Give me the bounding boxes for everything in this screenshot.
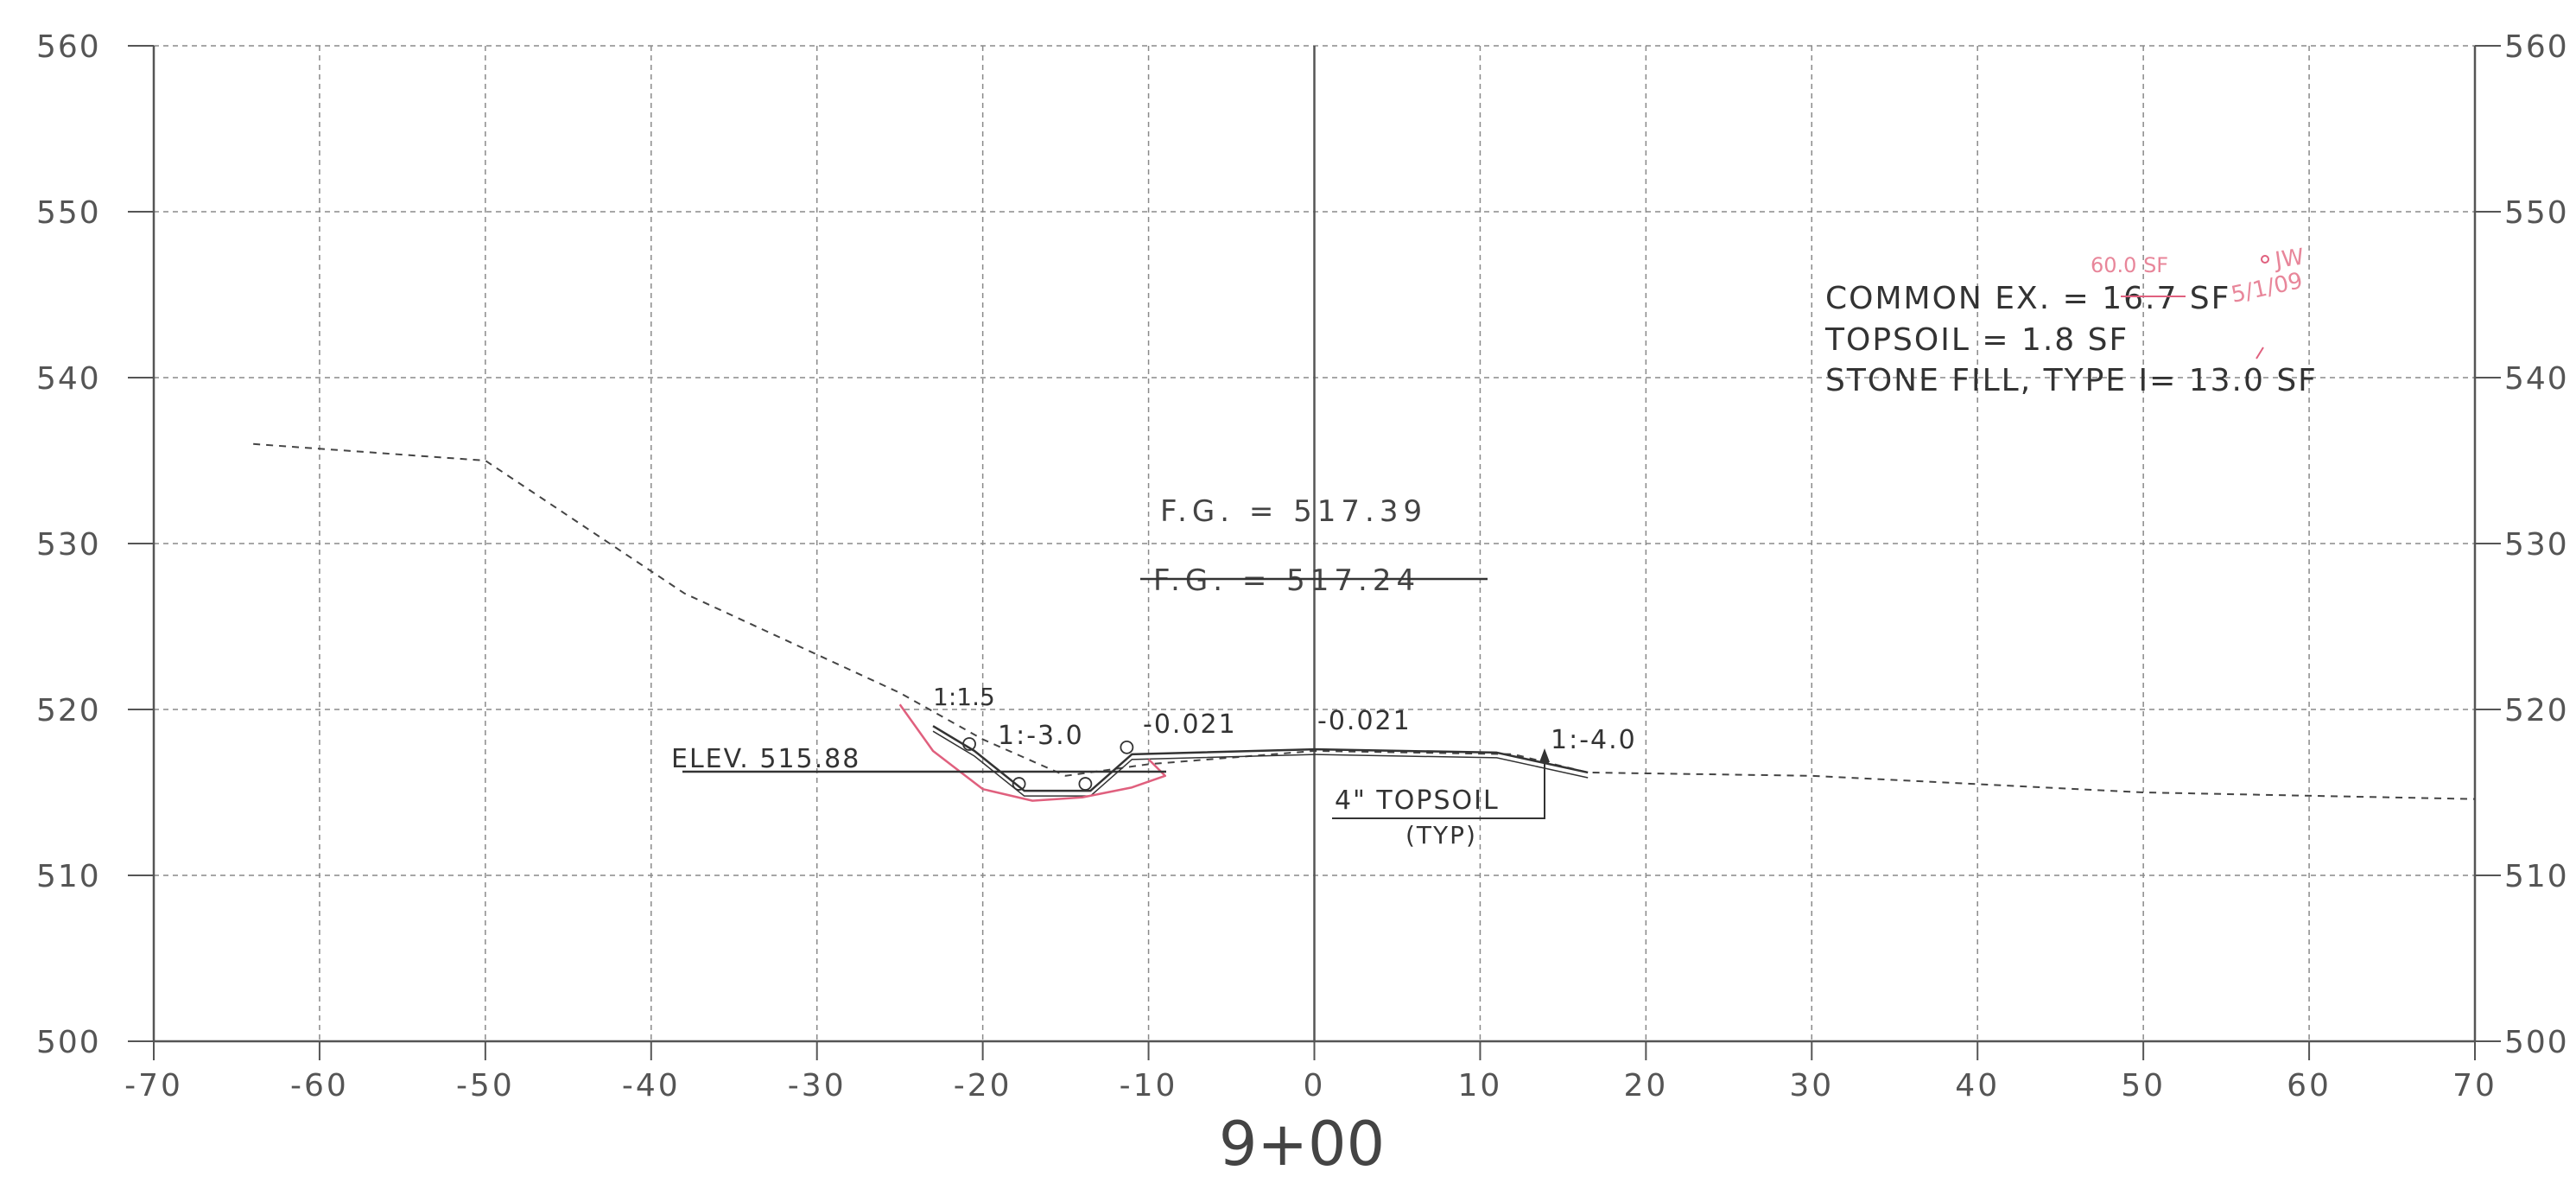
topsoil-label: 4" TOPSOIL bbox=[1335, 785, 1500, 816]
x-tick-label: 40 bbox=[1955, 1068, 2000, 1103]
y-tick-label-left: 520 bbox=[36, 693, 101, 728]
stone-fill-symbol bbox=[1012, 777, 1026, 791]
markup-dot bbox=[2261, 255, 2269, 264]
topsoil-leader bbox=[1332, 752, 1545, 819]
x-tick-label: -60 bbox=[290, 1068, 349, 1103]
markup-tick bbox=[2256, 347, 2264, 359]
x-tick-label: 30 bbox=[1789, 1068, 1834, 1103]
markup-date: 5/1/09 bbox=[2229, 268, 2305, 308]
topsoil-layer-line bbox=[932, 730, 1589, 797]
station-label: 9+00 bbox=[1219, 1109, 1385, 1180]
y-tick-label-left: 500 bbox=[36, 1025, 101, 1060]
y-tick-label-left: 550 bbox=[36, 195, 101, 231]
slope-label-4: -0.021 bbox=[1317, 706, 1412, 736]
markup-initials: JW bbox=[2272, 245, 2306, 275]
stone-fill-symbol bbox=[1078, 777, 1093, 791]
stone-fill-symbol bbox=[962, 737, 976, 751]
x-tick-label: -20 bbox=[954, 1068, 1012, 1103]
y-tick-label-right: 560 bbox=[2504, 29, 2569, 65]
x-tick-label: 20 bbox=[1623, 1068, 1668, 1103]
quantity-stone-fill: STONE FILL, TYPE I= 13.0 SF bbox=[1825, 363, 2318, 398]
quantity-topsoil: TOPSOIL = 1.8 SF bbox=[1824, 322, 2129, 358]
topsoil-arrow bbox=[1539, 748, 1550, 762]
markup-outline bbox=[898, 703, 1167, 802]
slope-label-1: 1:1.5 bbox=[933, 683, 995, 711]
topsoil-typ-label: (TYP) bbox=[1405, 821, 1477, 849]
x-tick-label: 10 bbox=[1458, 1068, 1503, 1103]
y-tick-label-right: 520 bbox=[2504, 693, 2569, 728]
y-tick-label-right: 510 bbox=[2504, 859, 2569, 894]
quantity-common-ex: COMMON EX. = 16.7 SF bbox=[1825, 281, 2230, 316]
y-tick-label-right: 550 bbox=[2504, 195, 2569, 231]
x-tick-label: -10 bbox=[1120, 1068, 1178, 1103]
slope-label-5: 1:-4.0 bbox=[1551, 725, 1637, 755]
x-tick-label: 50 bbox=[2121, 1068, 2166, 1103]
x-tick-label: 70 bbox=[2452, 1068, 2497, 1103]
axes bbox=[128, 45, 2501, 1060]
y-tick-label-left: 560 bbox=[36, 29, 101, 65]
x-tick-label: -30 bbox=[788, 1068, 847, 1103]
stone-fill-symbol bbox=[1120, 740, 1134, 754]
y-tick-label-left: 540 bbox=[36, 361, 101, 397]
y-tick-label-left: 530 bbox=[36, 527, 101, 563]
x-tick-label: -50 bbox=[456, 1068, 515, 1103]
x-tick-label: 0 bbox=[1304, 1068, 1326, 1103]
elev-label: ELEV. 515.88 bbox=[671, 744, 860, 774]
x-tick-label: -70 bbox=[124, 1068, 183, 1103]
y-tick-label-right: 500 bbox=[2504, 1025, 2569, 1060]
existing-ground-line bbox=[253, 442, 2476, 800]
y-tick-label-right: 530 bbox=[2504, 527, 2569, 563]
fg-label-struck: F.G. = 517.24 bbox=[1153, 563, 1420, 598]
y-tick-label-left: 510 bbox=[36, 859, 101, 894]
x-tick-label: 60 bbox=[2287, 1068, 2332, 1103]
slope-label-3: -0.021 bbox=[1143, 709, 1237, 740]
markup-area-note: 60.0 SF bbox=[2091, 253, 2168, 277]
y-tick-label-right: 540 bbox=[2504, 361, 2569, 397]
slope-label-2: 1:-3.0 bbox=[998, 721, 1084, 751]
x-tick-label: -40 bbox=[622, 1068, 681, 1103]
fg-label-top: F.G. = 517.39 bbox=[1160, 494, 1427, 529]
